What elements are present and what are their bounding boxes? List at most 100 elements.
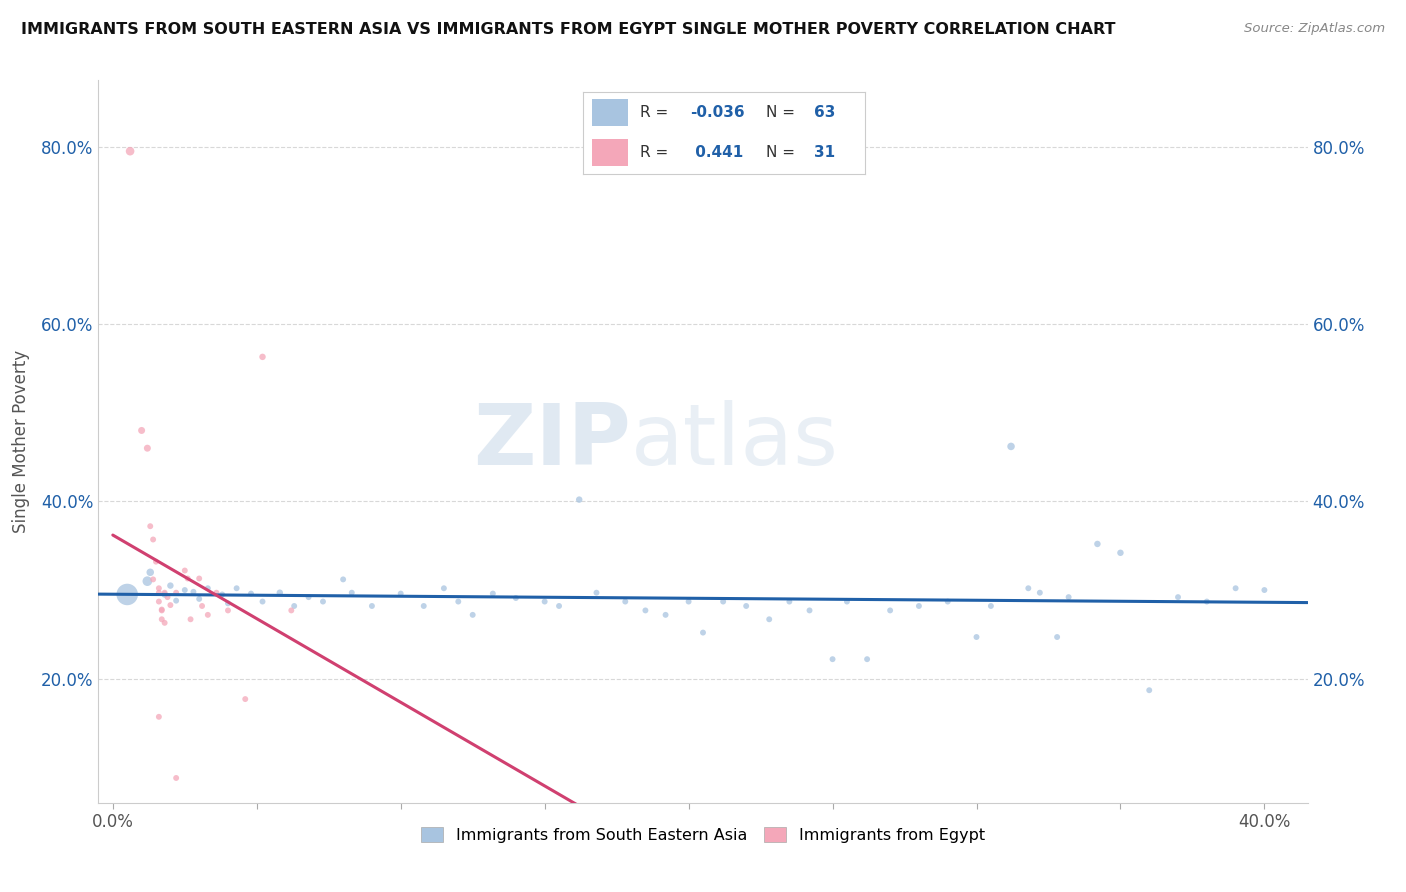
Point (217, 603, 239, 617)
Point (225, 581, 247, 595)
Point (1225, 581, 1247, 595)
Text: R =: R = (640, 105, 673, 120)
Legend: Immigrants from South Eastern Asia, Immigrants from Egypt: Immigrants from South Eastern Asia, Immi… (415, 820, 991, 849)
Point (120, 145, 142, 159)
Point (176, 572, 198, 586)
Point (1087, 537, 1109, 551)
Point (585, 585, 607, 599)
Point (821, 652, 844, 666)
Point (283, 599, 305, 613)
Text: IMMIGRANTS FROM SOUTH EASTERN ASIA VS IMMIGRANTS FROM EGYPT SINGLE MOTHER POVERT: IMMIGRANTS FROM SOUTH EASTERN ASIA VS IM… (21, 22, 1115, 37)
Point (548, 599, 571, 613)
Point (142, 533, 165, 547)
Point (148, 594, 170, 608)
Point (433, 581, 456, 595)
Point (280, 603, 302, 617)
Point (165, 585, 187, 599)
Point (735, 599, 758, 613)
Point (252, 594, 274, 608)
Point (412, 599, 434, 613)
Point (1029, 585, 1052, 599)
Point (1046, 630, 1069, 644)
Point (1000, 439, 1022, 453)
Point (173, 564, 195, 578)
Point (799, 603, 821, 617)
Point (1195, 594, 1218, 608)
Point (634, 603, 657, 617)
Text: Source: ZipAtlas.com: Source: ZipAtlas.com (1244, 22, 1385, 36)
Point (197, 581, 219, 595)
Point (758, 612, 780, 626)
Point (778, 594, 800, 608)
Point (205, 585, 228, 599)
Point (908, 599, 931, 613)
Point (136, 441, 159, 455)
Point (461, 607, 484, 622)
Point (233, 692, 256, 706)
Point (139, 519, 162, 533)
Point (150, 602, 173, 616)
Point (173, 582, 195, 597)
Text: N =: N = (766, 105, 800, 120)
Point (240, 586, 263, 600)
Point (966, 630, 988, 644)
Point (159, 579, 181, 593)
Point (156, 590, 179, 604)
Point (678, 594, 700, 608)
Point (159, 598, 181, 612)
Point (131, 424, 153, 438)
Text: atlas: atlas (630, 400, 838, 483)
Point (980, 599, 1002, 613)
Text: R =: R = (640, 145, 673, 160)
Point (312, 594, 335, 608)
Point (153, 585, 176, 599)
Point (340, 585, 363, 599)
Point (533, 594, 555, 608)
Point (332, 573, 354, 587)
Point (150, 612, 173, 626)
Text: ZIP: ZIP (472, 400, 630, 483)
Point (153, 615, 176, 630)
Point (1167, 590, 1189, 604)
Point (148, 710, 170, 724)
Point (835, 594, 858, 608)
Point (361, 599, 384, 613)
Point (211, 587, 233, 601)
Point (252, 350, 274, 364)
Point (297, 590, 319, 604)
Point (1057, 590, 1080, 604)
Point (139, 566, 162, 580)
Point (145, 555, 167, 569)
Point (153, 587, 176, 601)
Point (568, 492, 591, 507)
Point (879, 603, 901, 617)
Point (191, 599, 214, 613)
Point (115, 587, 138, 601)
Point (1137, 683, 1160, 698)
Point (1017, 581, 1039, 595)
Text: N =: N = (766, 145, 800, 160)
Point (1253, 582, 1275, 597)
Point (180, 612, 202, 626)
Point (654, 607, 676, 622)
Point (165, 593, 187, 607)
Point (150, 603, 173, 617)
Point (692, 625, 714, 640)
Y-axis label: Single Mother Poverty: Single Mother Poverty (11, 350, 30, 533)
Point (1109, 546, 1132, 560)
Point (142, 573, 165, 587)
Point (482, 586, 505, 600)
Text: -0.036: -0.036 (690, 105, 745, 120)
Point (217, 596, 239, 610)
Text: 31: 31 (814, 145, 835, 160)
Point (148, 585, 170, 599)
Point (856, 652, 879, 666)
Bar (592, 99, 628, 127)
Text: 63: 63 (814, 105, 835, 120)
Point (136, 574, 159, 589)
Point (183, 584, 205, 599)
Point (936, 594, 959, 608)
Point (614, 594, 637, 608)
Point (165, 771, 187, 785)
Point (188, 572, 211, 586)
